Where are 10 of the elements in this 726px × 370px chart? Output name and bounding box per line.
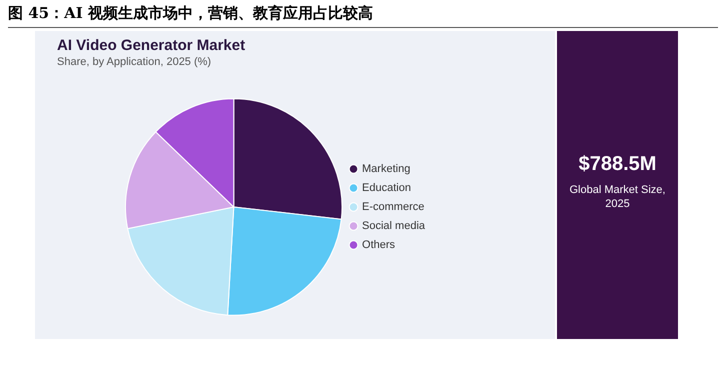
text: Global Market Size, 2025 [568, 183, 666, 211]
legend-label: Education [362, 182, 411, 194]
legend-label: Social media [362, 220, 426, 232]
chart-title: 图 45：AI 视频生成市场中，营销、教育应用占比较高 [8, 4, 373, 23]
chart-subtitle: AI Video Generator Market [57, 37, 246, 54]
legend-label: Marketing [362, 163, 410, 176]
legend-label: Others [362, 239, 396, 252]
legend-label: E-commerce [362, 201, 424, 214]
text: Share, by Application, 2025 (%) [57, 56, 212, 68]
text: $788.5M [578, 153, 658, 176]
